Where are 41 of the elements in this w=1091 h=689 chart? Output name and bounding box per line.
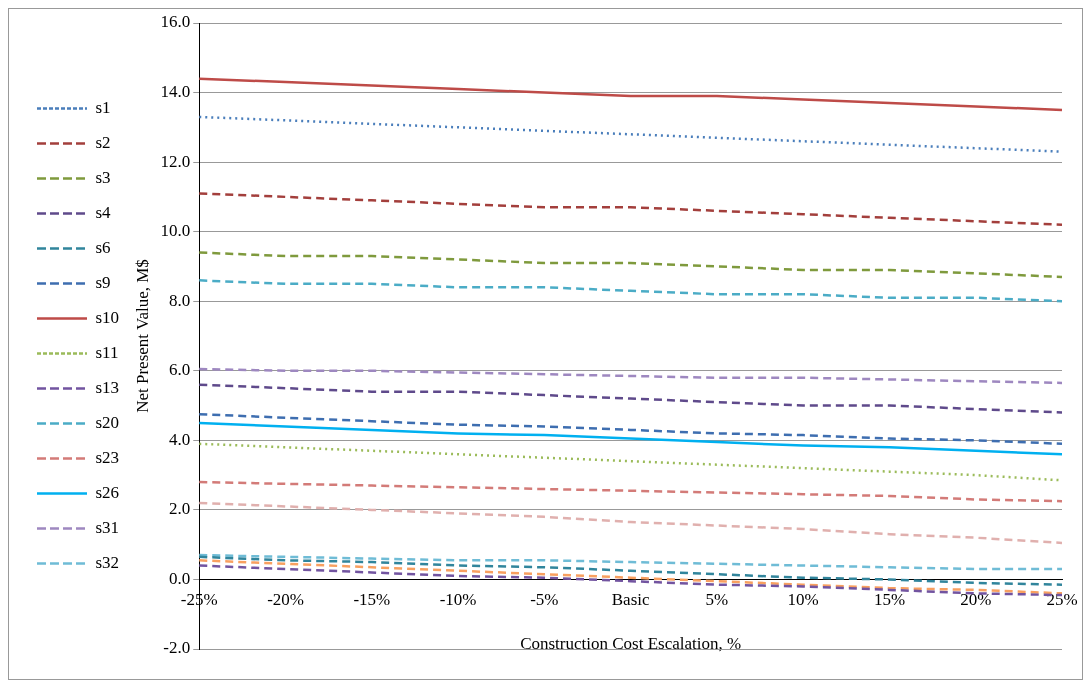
- y-axis-title: Net Present Value, M$: [132, 259, 152, 413]
- x-tick-label: 10%: [787, 590, 819, 610]
- legend-label: s3: [95, 167, 111, 187]
- line-series: [198, 383, 1064, 414]
- x-tick-label: -10%: [439, 590, 477, 610]
- y-tick-label: -2.0: [163, 638, 191, 658]
- y-tick-label: 4.0: [169, 429, 191, 449]
- y-tick-label: 16.0: [160, 12, 191, 32]
- legend-label: s1: [95, 97, 111, 117]
- x-tick-label: Basic: [611, 590, 650, 610]
- x-tick-label: -5%: [530, 590, 559, 610]
- line-series: [198, 555, 1064, 586]
- legend-label: s20: [95, 412, 120, 432]
- legend-label: s9: [95, 272, 111, 292]
- line-series: [198, 553, 1064, 571]
- x-axis-title: Construction Cost Escalation, %: [520, 633, 742, 653]
- x-tick-label: 5%: [705, 590, 729, 610]
- legend-label: s10: [95, 307, 120, 327]
- y-tick-label: 2.0: [169, 499, 191, 519]
- legend-label: s2: [95, 132, 111, 152]
- y-tick-label: 12.0: [160, 151, 191, 171]
- line-series: [198, 251, 1064, 279]
- x-tick-label: -20%: [267, 590, 304, 610]
- legend-label: s31: [95, 517, 120, 537]
- y-tick-label: 10.0: [160, 221, 191, 241]
- y-tick-label: 6.0: [169, 360, 191, 380]
- x-tick-label: -15%: [353, 590, 391, 610]
- y-tick-label: 14.0: [160, 82, 191, 102]
- legend-label: s23: [95, 447, 120, 467]
- legend-label: s11: [95, 342, 119, 362]
- legend-label: s13: [95, 377, 120, 397]
- legend-label: s6: [95, 237, 111, 257]
- x-tick-label: 20%: [960, 590, 992, 610]
- legend-label: s32: [95, 552, 120, 572]
- legend-label: s4: [95, 202, 112, 222]
- y-tick-label: 0.0: [169, 568, 191, 588]
- y-tick-label: 8.0: [169, 290, 191, 310]
- legend-label: s26: [95, 482, 120, 502]
- x-tick-label: 15%: [873, 590, 906, 610]
- line-series: [198, 192, 1064, 226]
- line-series: [198, 480, 1064, 503]
